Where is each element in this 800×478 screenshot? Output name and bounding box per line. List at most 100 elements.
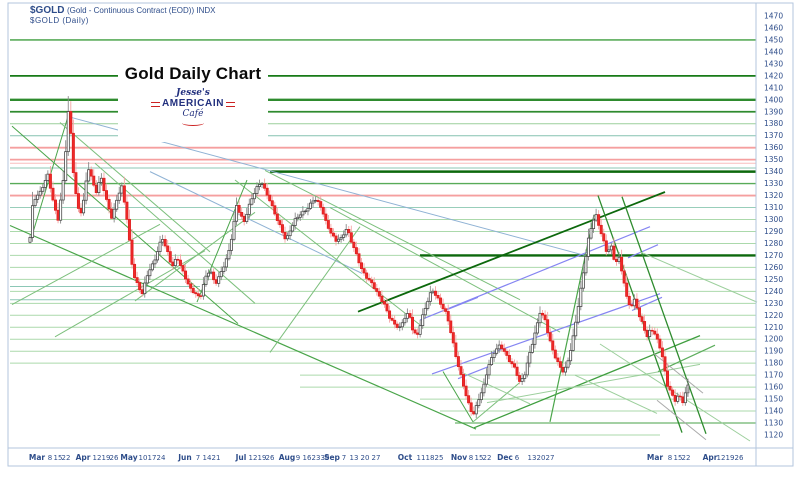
candle-body: [637, 307, 641, 318]
candle-body: [640, 316, 644, 322]
x-axis-label: 30: [321, 454, 330, 462]
candle-body: [533, 332, 537, 345]
candle-body: [306, 207, 310, 212]
candle-body: [94, 184, 98, 194]
candle-body: [377, 291, 381, 297]
x-axis-label: 17: [148, 454, 157, 462]
candle-body: [543, 314, 547, 321]
candle-body: [418, 325, 422, 335]
x-axis-label: 18: [426, 454, 435, 462]
chart-header: $GOLD (Gold - Continuous Contract (EOD))…: [30, 5, 215, 16]
candle-body: [178, 259, 182, 266]
candle-body: [265, 187, 269, 196]
candle-body: [280, 224, 284, 233]
candle-body: [393, 319, 397, 325]
candle-body: [112, 208, 116, 219]
candle-body: [495, 348, 499, 354]
candle-body: [199, 295, 203, 297]
x-axis-label: 22: [682, 454, 691, 462]
trend-line: [234, 179, 421, 326]
trend-line: [639, 251, 758, 303]
candle-body: [367, 277, 371, 281]
x-axis-label: 10: [139, 454, 148, 462]
candle-body: [283, 231, 287, 240]
candle-body: [403, 317, 407, 324]
trend-line: [59, 122, 211, 253]
candle-body: [461, 374, 465, 387]
candle-body: [375, 288, 379, 292]
candle-body: [390, 317, 394, 321]
candle-body: [464, 385, 468, 397]
x-axis-label: 22: [483, 454, 492, 462]
candle-body: [622, 270, 626, 284]
candle-body: [278, 220, 282, 226]
logo-left-wing-icon: [150, 101, 160, 107]
candle-body: [444, 308, 448, 312]
candle-body: [510, 361, 514, 365]
candle-body: [382, 301, 386, 305]
logo-main-row: AMERICAIN: [118, 99, 268, 109]
x-axis-label: Oct: [398, 453, 413, 462]
logo-line-americain: AMERICAIN: [161, 98, 225, 109]
candle-body: [431, 290, 435, 294]
candle-body: [217, 276, 221, 284]
candle-body: [127, 218, 131, 241]
candle-body: [561, 366, 565, 373]
candle-body: [676, 395, 680, 402]
candle-body: [270, 200, 274, 207]
candle-body: [586, 237, 590, 257]
candle-body: [426, 300, 430, 309]
candle-body: [291, 225, 295, 232]
candle-body: [428, 292, 432, 302]
x-axis-label: 19: [258, 454, 267, 462]
y-axis-label: 1410: [764, 83, 783, 92]
candle-body: [502, 348, 506, 352]
candle-body: [173, 258, 177, 267]
candle-body: [571, 335, 575, 351]
candle-body: [120, 185, 124, 194]
candle-body: [337, 238, 341, 242]
candle-body: [232, 220, 236, 240]
candle-body: [576, 306, 580, 323]
candle-body: [296, 216, 300, 220]
candle-body: [186, 278, 190, 285]
candle-body: [331, 232, 335, 237]
x-axis-label: 22: [62, 454, 71, 462]
candle-body: [48, 173, 52, 189]
candle-body: [609, 245, 613, 251]
candle-body: [135, 277, 139, 283]
candle-body: [477, 399, 481, 406]
candle-body: [92, 175, 96, 186]
y-axis-label: 1450: [764, 35, 783, 44]
y-axis-label: 1370: [764, 131, 783, 140]
candle-body: [222, 266, 226, 272]
candle-body: [229, 238, 233, 251]
candle-body: [413, 329, 417, 334]
x-axis-label: 11: [417, 454, 426, 462]
candle-body: [171, 261, 175, 267]
candle-body: [214, 279, 218, 284]
candle-body: [648, 329, 652, 337]
candle-body: [617, 256, 621, 262]
x-axis-label: 13: [350, 454, 359, 462]
candle-body: [579, 287, 583, 307]
trend-line: [459, 371, 531, 405]
candle-body: [319, 201, 323, 208]
candle-body: [482, 383, 486, 394]
y-axis-label: 1340: [764, 167, 783, 176]
x-axis-label: 6: [515, 454, 520, 462]
x-axis-label: Mar: [29, 453, 46, 462]
x-axis-label: Aug: [279, 453, 296, 462]
candle-body: [451, 332, 455, 344]
trend-line: [472, 381, 521, 423]
trend-line: [269, 226, 361, 353]
candle-body: [334, 235, 338, 242]
y-axis-label: 1140: [764, 407, 783, 416]
trend-line: [11, 223, 161, 305]
candle-body: [107, 199, 111, 210]
candle-body: [206, 272, 210, 277]
candle-body: [329, 227, 333, 234]
candle-body: [209, 271, 213, 274]
y-axis-label: 1240: [764, 287, 783, 296]
